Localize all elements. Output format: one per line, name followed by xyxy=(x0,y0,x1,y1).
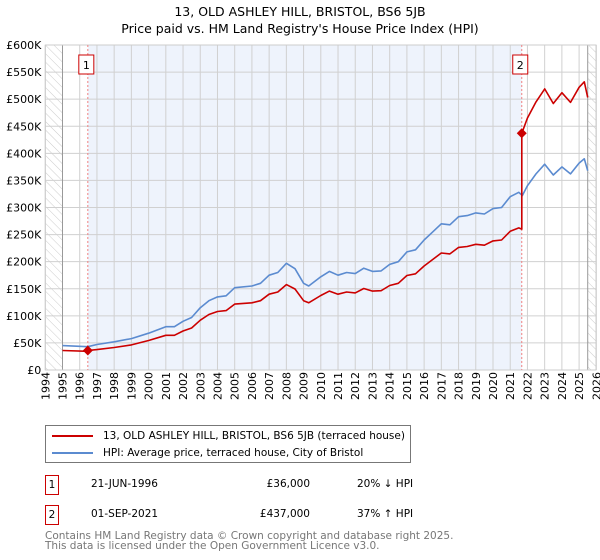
x-tick-label: 1994 xyxy=(39,372,52,400)
transaction-row: 2 01-SEP-2021 £437,000 37% ↑ HPI xyxy=(45,505,600,525)
sale-point xyxy=(82,345,93,356)
x-tick-label: 2024 xyxy=(556,372,569,400)
x-tick-label: 2019 xyxy=(470,372,483,400)
plot-area: 1994 1995 1996 1997 1998 1999 2000 2001 2002 2003… xyxy=(6,39,600,400)
y-tick-label: £150K xyxy=(6,283,42,296)
x-tick-label: 2008 xyxy=(280,372,293,400)
x-tick-label: 2022 xyxy=(521,372,534,400)
x-tick-label: 1995 xyxy=(57,372,70,400)
y-tick-label: £250K xyxy=(6,229,42,242)
chart-title: 13, OLD ASHLEY HILL, BRISTOL, BS6 5JB xyxy=(174,4,426,19)
x-tick-label: 1999 xyxy=(125,372,138,400)
x-tick-label: 2018 xyxy=(453,372,466,400)
x-tick-label: 2012 xyxy=(349,372,362,400)
sale-label-box xyxy=(512,54,529,75)
x-tick-label: 2011 xyxy=(332,372,345,400)
sale-point xyxy=(516,128,527,139)
y-tick-label: £300K xyxy=(6,202,42,215)
sale-label: 2 xyxy=(517,59,524,72)
x-tick-label: 2020 xyxy=(487,372,500,400)
chart-subtitle: Price paid vs. HM Land Registry's House … xyxy=(121,21,479,36)
x-tick-label: 2004 xyxy=(211,372,224,400)
x-tick-label: 2014 xyxy=(384,372,397,400)
y-tick-label: £50K xyxy=(13,337,42,350)
x-tick-label: 2007 xyxy=(263,372,276,400)
x-tick-label: 1998 xyxy=(108,372,121,400)
x-tick-label: 1996 xyxy=(74,372,87,400)
footer-copyright: Contains HM Land Registry data © Crown c… xyxy=(45,530,454,542)
x-tick-label: 2015 xyxy=(401,372,414,400)
x-tick-label: 2006 xyxy=(246,372,259,400)
y-tick-label: £200K xyxy=(6,256,42,269)
x-tick-label: 2010 xyxy=(315,372,328,400)
footer: Contains HM Land Registry data © Crown c… xyxy=(45,530,454,552)
x-tick-label: 2021 xyxy=(504,372,517,400)
x-tick-label: 2002 xyxy=(177,372,190,400)
sale-marker-label: 1 xyxy=(45,475,59,495)
y-tick-label: £100K xyxy=(6,310,42,323)
footer-licence: This data is licensed under the Open Gov… xyxy=(45,540,380,552)
x-tick-label: 1997 xyxy=(91,372,104,400)
y-tick-label: £600K xyxy=(6,39,42,52)
x-tick-label: 2000 xyxy=(143,372,156,400)
x-tick-label: 2003 xyxy=(194,372,207,400)
y-tick-label: £500K xyxy=(6,93,42,106)
legend-swatch-red xyxy=(52,435,93,437)
x-tick-label: 2001 xyxy=(160,372,173,400)
sale-label-box xyxy=(78,54,95,75)
sale-hpi-diff: 20% ↓ HPI xyxy=(357,478,414,490)
x-tick-label: 2005 xyxy=(229,372,242,400)
y-tick-label: £450K xyxy=(6,120,42,133)
x-tick-label: 2017 xyxy=(435,372,448,400)
y-tick-label: £400K xyxy=(6,147,42,160)
sale-date: 01-SEP-2021 xyxy=(91,508,159,520)
sale-date: 21-JUN-1996 xyxy=(91,478,158,490)
sale-marker-label: 2 xyxy=(45,505,59,525)
property-price-line xyxy=(62,81,589,353)
legend-item-hpi: HPI: Average price, terraced house, City… xyxy=(52,445,363,461)
y-tick-label: £0 xyxy=(27,364,41,377)
x-tick-label: 2025 xyxy=(573,372,586,400)
sale-hpi-diff: 37% ↑ HPI xyxy=(357,508,414,520)
y-tick-label: £350K xyxy=(6,174,42,187)
legend: 13, OLD ASHLEY HILL, BRISTOL, BS6 5JB (t… xyxy=(45,425,411,463)
plot-border xyxy=(44,44,597,371)
sale-price: £437,000 xyxy=(259,508,310,520)
x-tick-label: 2016 xyxy=(418,372,431,400)
x-tick-label: 2023 xyxy=(539,372,552,400)
sale-label: 1 xyxy=(83,59,90,72)
transaction-row: 1 21-JUN-1996 £36,000 20% ↓ HPI xyxy=(45,475,600,495)
sale-price: £36,000 xyxy=(266,478,310,490)
legend-item-property: 13, OLD ASHLEY HILL, BRISTOL, BS6 5JB (t… xyxy=(52,428,405,444)
x-tick-label: 2009 xyxy=(298,372,311,400)
legend-swatch-blue xyxy=(52,452,93,454)
legend-label: HPI: Average price, terraced house, City… xyxy=(103,447,364,459)
x-tick-label: 2026 xyxy=(590,372,600,400)
x-tick-label: 2013 xyxy=(366,372,379,400)
legend-label: 13, OLD ASHLEY HILL, BRISTOL, BS6 5JB (t… xyxy=(103,430,405,442)
y-tick-label: £550K xyxy=(6,66,42,79)
